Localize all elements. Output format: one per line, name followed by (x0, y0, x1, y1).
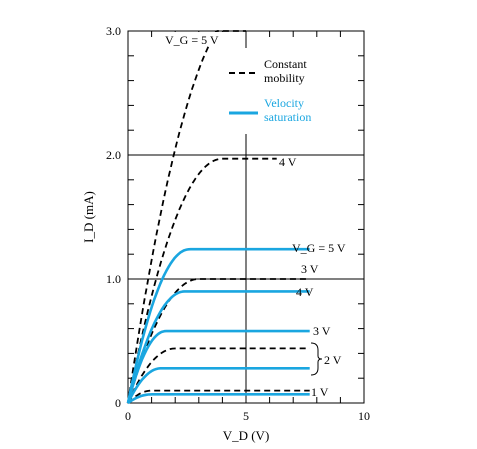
label-4v-velocity: 4 V (296, 285, 314, 299)
label-2v-pair: 2 V (324, 353, 342, 367)
legend-label-velocity-2: saturation (264, 110, 311, 124)
brace-2v (310, 342, 323, 376)
constant-mobility-curve-5-0 (127, 30, 246, 404)
x-tick-label-0: 0 (125, 409, 131, 423)
velocity-saturation-curve-1.4-8 (126, 366, 310, 404)
y-tick-label-1: 1.0 (106, 272, 121, 286)
constant-mobility-curve-4-1 (127, 157, 277, 404)
y-tick-label-0: 0 (115, 396, 121, 410)
legend-label-velocity-1: Velocity (264, 96, 304, 110)
y-tick-label-2: 2.0 (106, 148, 121, 162)
y-tick-label-3: 3.0 (106, 24, 121, 38)
velocity-saturation-curve-2.4-6 (126, 290, 310, 404)
x-tick-label-5: 5 (243, 409, 249, 423)
label-3v-velocity: 3 V (313, 324, 331, 338)
legend-label-constant-1: Constant (264, 57, 307, 71)
velocity-saturation-curve-1-9 (127, 392, 310, 405)
label-vg5-velocity: V_G = 5 V (292, 241, 346, 255)
legend-label-constant-2: mobility (264, 71, 305, 85)
label-1v-pair: 1 V (311, 385, 329, 399)
legend-background (226, 48, 334, 134)
x-axis-title: V_D (V) (223, 428, 270, 443)
label-4v-constant: 4 V (279, 155, 297, 169)
label-bg-vg5-const (158, 32, 228, 46)
velocity-saturation-curve-1.6-7 (126, 329, 310, 404)
label-vg5-constant: V_G = 5 V (165, 33, 219, 47)
constant-mobility-curve-1-4 (127, 389, 310, 404)
y-axis-title: I_D (mA) (81, 191, 96, 243)
x-tick-label-10: 10 (358, 409, 370, 423)
legend: Constant mobility Velocity saturation (226, 48, 334, 134)
curve-group (126, 30, 310, 405)
label-3v-constant: 3 V (301, 262, 319, 276)
velocity-saturation-curve-2.6-5 (126, 247, 310, 404)
